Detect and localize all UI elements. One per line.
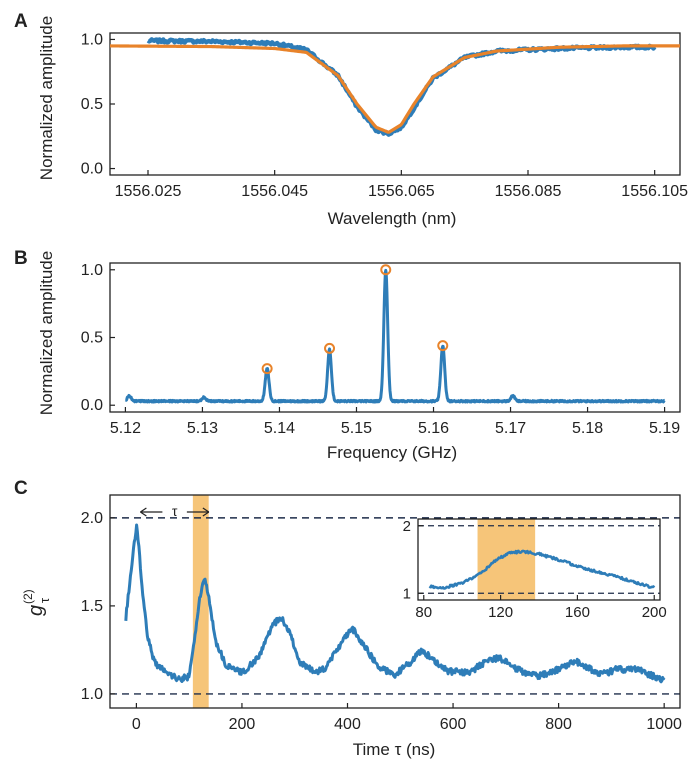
panel-a-xtick-label: 1556.065 [368, 183, 435, 200]
panel-b-xtick-label: 5.16 [418, 420, 449, 437]
inset-xtick-label: 80 [415, 604, 432, 621]
panel-c-xtick-label: 600 [440, 716, 467, 733]
panel-c-ylabel-sub: τ [37, 597, 52, 603]
panel-c-ytick-label: 1.0 [81, 686, 103, 703]
panel-c: τ 0 200 400 600 800 1000 1.0 1.5 2.0 [81, 494, 682, 733]
inset-data-line [428, 549, 656, 590]
panel-b-peak-marker [380, 264, 392, 276]
panel-a-ytick-label: 1.0 [81, 31, 103, 48]
panel-b-xtick-label: 5.19 [649, 420, 680, 437]
panel-b-letter: B [14, 248, 28, 269]
panel-c-frame [109, 494, 681, 709]
panel-b-xtick-label: 5.12 [110, 420, 141, 437]
inset-frame [417, 518, 661, 601]
panel-c-xtick-label: 400 [334, 716, 361, 733]
panel-a-frame [109, 32, 681, 176]
panel-a-ytick-label: 0.0 [81, 161, 103, 178]
panel-a-ylabel: Normalized amplitude [37, 16, 56, 180]
panel-b-ytick-label: 0.0 [81, 397, 103, 414]
panel-a: 1556.025 1556.045 1556.065 1556.085 1556.105… [81, 31, 688, 200]
inset-xtick-label: 200 [642, 604, 667, 621]
panel-b-ytick-label: 1.0 [81, 262, 103, 279]
inset-background [418, 519, 660, 600]
tau-arrow-left-head [140, 507, 147, 517]
panel-c-xtick-label: 200 [229, 716, 256, 733]
inset-ytick-label: 2 [403, 518, 411, 535]
panel-b-frame [109, 262, 681, 413]
inset-xtick-label: 160 [565, 604, 590, 621]
panel-a-xtick-label: 1556.045 [241, 183, 308, 200]
panel-b-xtick-label: 5.15 [341, 420, 372, 437]
panel-c-highlight-band [192, 495, 209, 708]
panel-a-xtick-label: 1556.105 [621, 183, 688, 200]
panel-a-letter: A [14, 11, 28, 32]
panel-c-letter: C [14, 478, 28, 499]
panel-c-ylabel: g (2) τ [21, 589, 52, 616]
panel-a-data-line [146, 37, 657, 137]
panel-a-xtick-label: 1556.025 [115, 183, 182, 200]
panel-b-xlabel: Frequency (GHz) [327, 443, 457, 462]
panel-c-ylabel-sup: (2) [21, 589, 35, 604]
inset-xtick-label: 120 [488, 604, 513, 621]
tau-annotation-label: τ [172, 503, 178, 519]
panel-a-xtick-label: 1556.085 [495, 183, 562, 200]
panel-a-ytick-label: 0.5 [81, 96, 103, 113]
panel-c-data-line [124, 523, 666, 684]
panel-a-fit-line [109, 44, 680, 134]
panel-b-data-line [124, 268, 666, 404]
panel-c-ytick-label: 1.5 [81, 598, 103, 615]
inset-ytick-label: 1 [403, 585, 411, 602]
panel-c-ytick-label: 2.0 [81, 510, 103, 527]
panel-c-xtick-label: 1000 [646, 716, 682, 733]
panel-c-xtick-label: 800 [545, 716, 572, 733]
panel-b-ytick-label: 0.5 [81, 330, 103, 347]
panel-a-xlabel: Wavelength (nm) [328, 209, 457, 228]
panel-c-inset: 80 120 160 200 1 2 [403, 518, 667, 621]
panel-b-peak-marker [261, 363, 273, 375]
panel-b-xtick-label: 5.13 [187, 420, 218, 437]
inset-highlight-band [477, 519, 536, 600]
panel-c-xtick-label: 0 [132, 716, 141, 733]
tau-arrow-right-head [202, 507, 210, 517]
panel-b-peak-marker [324, 342, 336, 354]
panel-b-ylabel: Normalized amplitude [37, 251, 56, 415]
panel-b-xtick-label: 5.14 [264, 420, 295, 437]
plots-layer: 1556.025 1556.045 1556.065 1556.085 1556.105… [81, 31, 688, 733]
panel-b-xtick-label: 5.18 [572, 420, 603, 437]
panel-c-ylabel-main: g [25, 605, 47, 616]
panel-b-xtick-label: 5.17 [495, 420, 526, 437]
panel-c-xlabel: Time τ (ns) [353, 740, 436, 759]
panel-b: 5.12 5.13 5.14 5.15 5.16 5.17 5.18 5.19 0.0 0.5 1.… [81, 262, 681, 437]
panel-b-peak-marker [437, 340, 449, 352]
